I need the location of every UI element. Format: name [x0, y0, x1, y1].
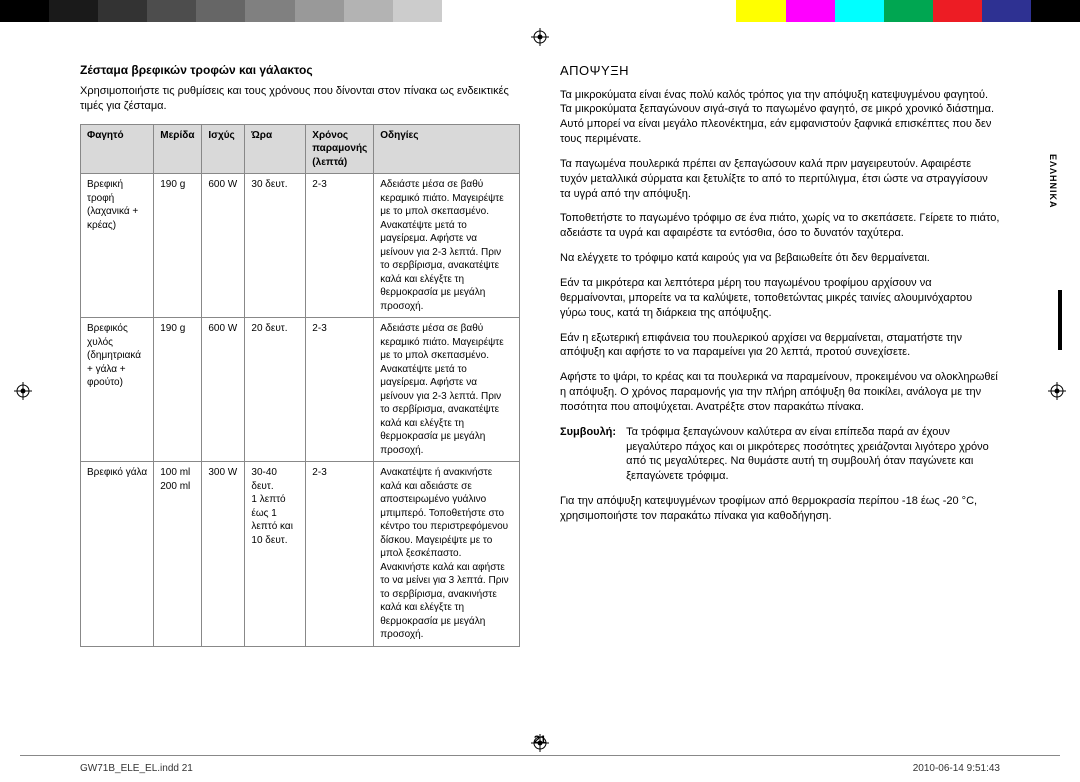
language-tab-marker	[1058, 290, 1062, 350]
color-swatch	[98, 0, 147, 22]
color-swatch	[344, 0, 393, 22]
body-paragraph: Αφήστε το ψάρι, το κρέας και τα πουλερικ…	[560, 370, 1000, 415]
table-row: Βρεφικό γάλα100 ml 200 ml300 W30-40 δευτ…	[81, 462, 520, 647]
table-cell: 30-40 δευτ. 1 λεπτό έως 1 λεπτό και 10 δ…	[245, 462, 306, 647]
color-swatch	[196, 0, 245, 22]
table-cell: Ανακατέψτε ή ανακινήστε καλά και αδειάστ…	[374, 462, 520, 647]
color-swatch	[295, 0, 344, 22]
table-header: Ώρα	[245, 124, 306, 174]
color-swatch	[393, 0, 442, 22]
table-cell: 2-3	[306, 174, 374, 318]
body-paragraph: Εάν τα μικρότερα και λεπτότερα μέρη του …	[560, 276, 1000, 321]
table-header: Μερίδα	[154, 124, 202, 174]
color-swatch	[1031, 0, 1080, 22]
body-paragraph: Εάν η εξωτερική επιφάνεια του πουλερικού…	[560, 331, 1000, 361]
table-header: Χρόνος παραμονής (λεπτά)	[306, 124, 374, 174]
color-swatch	[736, 0, 785, 22]
color-swatch	[982, 0, 1031, 22]
body-paragraph: Να ελέγχετε το τρόφιμο κατά καιρούς για …	[560, 251, 1000, 266]
registration-mark-left	[14, 382, 32, 400]
color-swatch	[442, 0, 491, 22]
tip-row: Συμβουλή: Τα τρόφιμα ξεπαγώνουν καλύτερα…	[560, 425, 1000, 484]
registration-mark-top	[531, 28, 549, 46]
tip-body: Τα τρόφιμα ξεπαγώνουν καλύτερα αν είναι …	[626, 425, 1000, 484]
color-swatch	[884, 0, 933, 22]
right-closing: Για την απόψυξη κατεψυγμένων τροφίμων απ…	[560, 494, 1000, 524]
left-column: Ζέσταμα βρεφικών τροφών και γάλακτος Χρη…	[80, 62, 520, 722]
footer-left: GW71B_ELE_EL.indd 21	[80, 763, 193, 774]
color-swatch	[933, 0, 982, 22]
color-swatch	[638, 0, 687, 22]
table-cell: 190 g	[154, 318, 202, 462]
table-cell: Βρεφική τροφή (λαχανικά + κρέας)	[81, 174, 154, 318]
printer-color-bar	[0, 0, 1080, 22]
color-swatch	[0, 0, 49, 22]
right-column: ΑΠΟΨΥΞΗ Τα μικροκύματα είναι ένας πολύ κ…	[560, 62, 1000, 722]
body-paragraph: Τα παγωμένα πουλερικά πρέπει αν ξεπαγώσο…	[560, 157, 1000, 202]
table-cell: 2-3	[306, 318, 374, 462]
table-row: Βρεφικός χυλός (δημητριακά + γάλα + φρού…	[81, 318, 520, 462]
body-paragraph: Τα μικροκύματα είναι ένας πολύ καλός τρό…	[560, 88, 1000, 147]
color-swatch	[540, 0, 589, 22]
baby-food-table: ΦαγητόΜερίδαΙσχύςΏραΧρόνος παραμονής (λε…	[80, 124, 520, 647]
table-cell: 190 g	[154, 174, 202, 318]
table-cell: 300 W	[202, 462, 245, 647]
registration-mark-right	[1048, 382, 1066, 400]
color-swatch	[49, 0, 98, 22]
table-header: Ισχύς	[202, 124, 245, 174]
table-cell: Βρεφικό γάλα	[81, 462, 154, 647]
footer: GW71B_ELE_EL.indd 21 2010-06-14 9:51:43	[80, 763, 1000, 774]
color-swatch	[147, 0, 196, 22]
color-swatch	[835, 0, 884, 22]
footer-right: 2010-06-14 9:51:43	[913, 763, 1000, 774]
footer-rule	[20, 755, 1060, 756]
left-intro: Χρησιμοποιήστε τις ρυθμίσεις και τους χρ…	[80, 84, 520, 114]
page-number: 21	[534, 734, 546, 746]
table-row: Βρεφική τροφή (λαχανικά + κρέας)190 g600…	[81, 174, 520, 318]
color-swatch	[491, 0, 540, 22]
table-cell: Βρεφικός χυλός (δημητριακά + γάλα + φρού…	[81, 318, 154, 462]
table-cell: 600 W	[202, 174, 245, 318]
page-content: Ζέσταμα βρεφικών τροφών και γάλακτος Χρη…	[80, 62, 1000, 722]
color-swatch	[589, 0, 638, 22]
table-cell: 30 δευτ.	[245, 174, 306, 318]
color-swatch	[786, 0, 835, 22]
right-heading: ΑΠΟΨΥΞΗ	[560, 62, 1000, 80]
language-tab: ΕΛΛΗΝΙΚΑ	[1048, 154, 1058, 209]
table-header: Φαγητό	[81, 124, 154, 174]
tip-label: Συμβουλή:	[560, 425, 616, 484]
table-header: Οδηγίες	[374, 124, 520, 174]
body-paragraph: Τοποθετήστε το παγωμένο τρόφιμο σε ένα π…	[560, 211, 1000, 241]
table-cell: 100 ml 200 ml	[154, 462, 202, 647]
table-cell: Αδειάστε μέσα σε βαθύ κεραμικό πιάτο. Μα…	[374, 174, 520, 318]
table-cell: 2-3	[306, 462, 374, 647]
color-swatch	[687, 0, 736, 22]
table-cell: Αδειάστε μέσα σε βαθύ κεραμικό πιάτο. Μα…	[374, 318, 520, 462]
table-cell: 20 δευτ.	[245, 318, 306, 462]
table-cell: 600 W	[202, 318, 245, 462]
left-heading: Ζέσταμα βρεφικών τροφών και γάλακτος	[80, 62, 520, 78]
color-swatch	[245, 0, 294, 22]
